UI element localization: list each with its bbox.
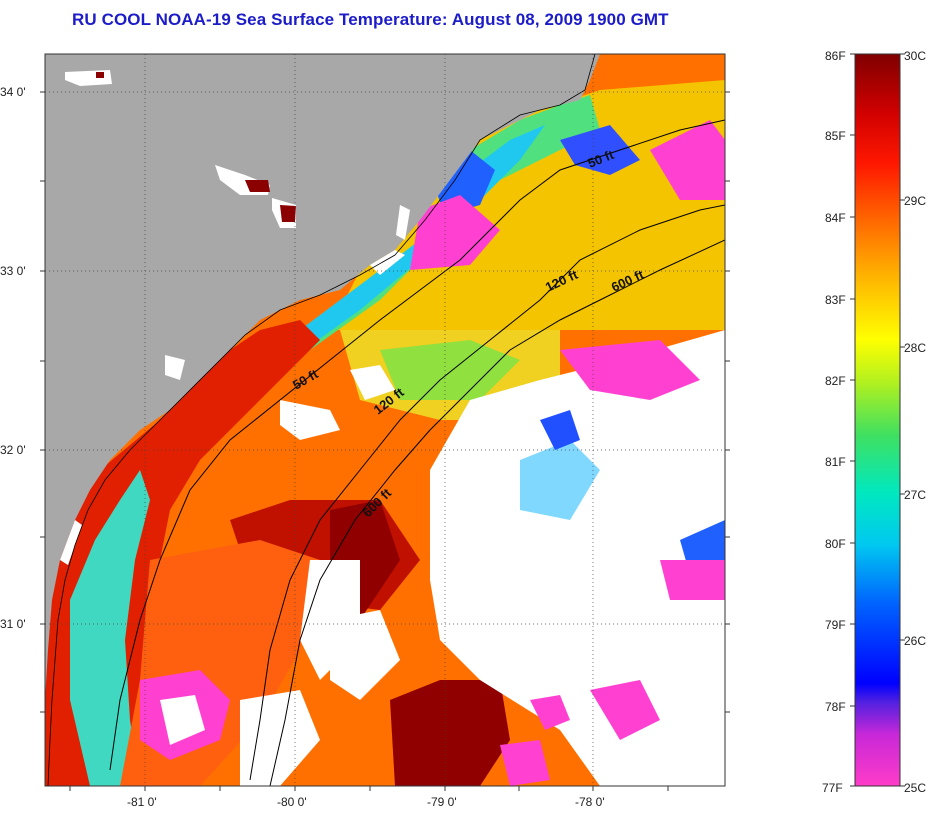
colorbar: 86F 85F 84F 83F 82F 81F 80F 79F 78F 77F … xyxy=(822,49,926,795)
sst-field xyxy=(45,54,725,786)
depth-contours xyxy=(109,119,725,786)
lon-label-78: -78 0' xyxy=(575,795,605,809)
colorbar-f-83: 83F xyxy=(825,293,846,307)
map-title: RU COOL NOAA-19 Sea Surface Temperature:… xyxy=(72,10,669,29)
colorbar-f-85: 85F xyxy=(825,129,846,143)
lon-label-81: -81 0' xyxy=(127,795,157,809)
colorbar-f-78: 78F xyxy=(825,700,846,714)
colorbar-c-29: 29C xyxy=(904,194,926,208)
colorbar-f-84: 84F xyxy=(825,211,846,225)
colorbar-c-26: 26C xyxy=(904,634,926,648)
lat-label-31: 31 0' xyxy=(0,617,26,631)
colorbar-gradient xyxy=(854,53,901,787)
colorbar-f-79: 79F xyxy=(825,618,846,632)
colorbar-f-81: 81F xyxy=(825,455,846,469)
grid-lines xyxy=(45,54,725,786)
colorbar-c-25: 25C xyxy=(904,781,926,795)
lat-label-32: 32 0' xyxy=(0,443,26,457)
lat-label-34: 34 0' xyxy=(0,85,26,99)
map-frame xyxy=(44,53,726,787)
colorbar-f-77: 77F xyxy=(822,781,843,795)
coastline xyxy=(47,54,596,786)
colorbar-f-82: 82F xyxy=(825,374,846,388)
axis-ticks xyxy=(40,91,730,791)
colorbar-c-28: 28C xyxy=(904,341,926,355)
colorbar-f-80: 80F xyxy=(825,537,846,551)
colorbar-c-30: 30C xyxy=(904,49,926,63)
lon-label-80: -80 0' xyxy=(277,795,307,809)
colorbar-c-27: 27C xyxy=(904,488,926,502)
lat-label-33: 33 0' xyxy=(0,264,26,278)
colorbar-f-86: 86F xyxy=(825,49,846,63)
lon-label-79: -79 0' xyxy=(427,795,457,809)
